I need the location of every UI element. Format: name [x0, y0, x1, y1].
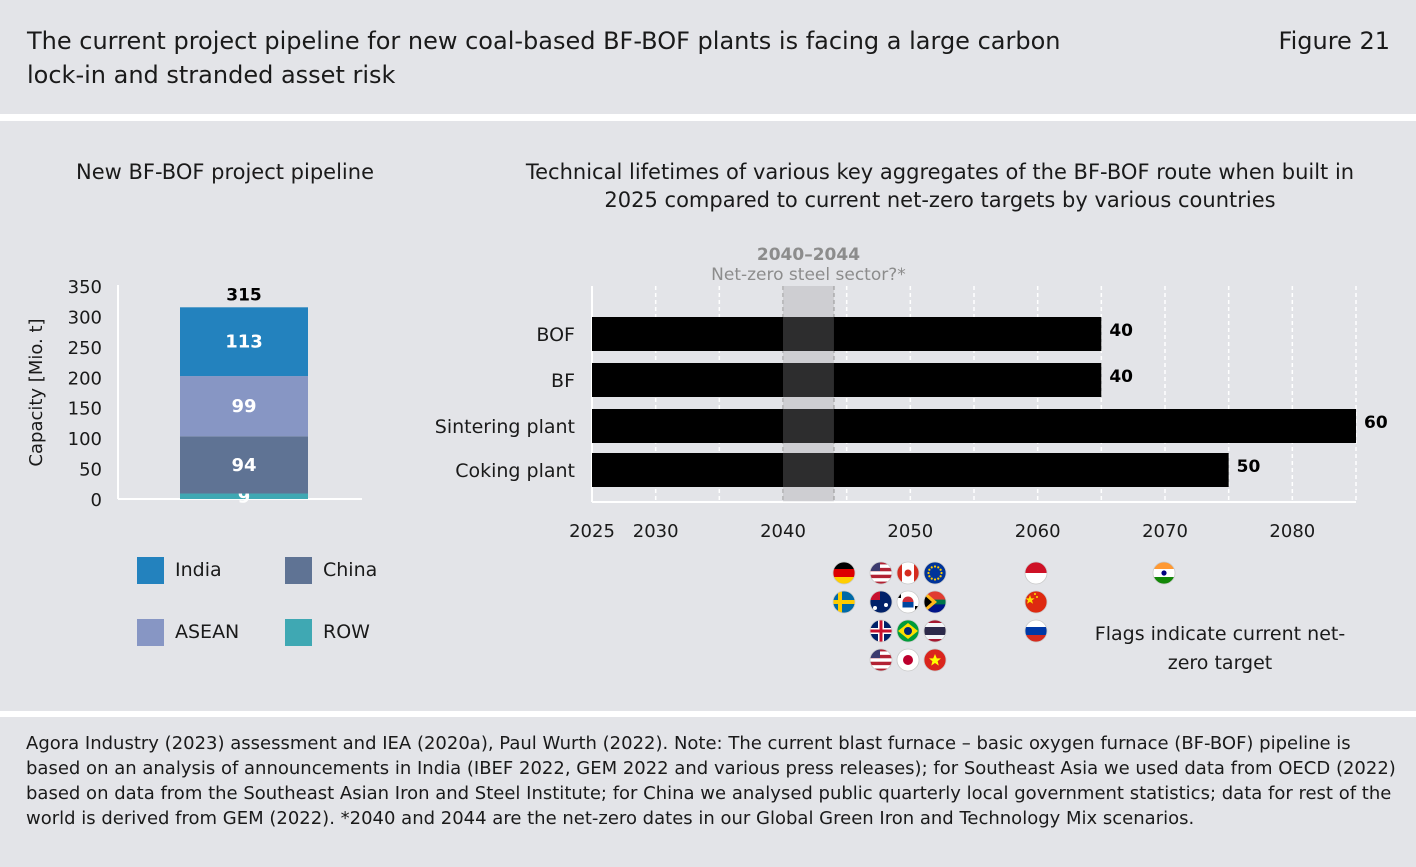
bar-segment-asean: [180, 376, 308, 437]
data-label-india: 113: [225, 332, 263, 353]
header-band: The current project pipeline for new coa…: [0, 0, 1416, 114]
flag-uk-icon: [869, 619, 893, 643]
y-tick-label: 150: [68, 399, 102, 420]
data-label: 60: [1364, 413, 1388, 433]
x-tick-label: 2040: [760, 521, 806, 542]
flag-india-icon: [1152, 561, 1176, 585]
flag-usa-icon: [869, 561, 893, 585]
bar-segment-row: [180, 493, 308, 499]
x-tick-label: 2080: [1269, 521, 1315, 542]
flag-russia-icon: [1024, 619, 1048, 643]
y-tick-label: 50: [79, 460, 102, 481]
y-tick-label: 250: [68, 338, 102, 359]
legend-swatch: [285, 557, 312, 584]
data-label: 40: [1109, 321, 1133, 341]
data-label-china: 94: [231, 455, 256, 476]
legend-label: ASEAN: [175, 621, 240, 643]
bar-bof: [592, 317, 1102, 351]
y-tick-label: 200: [68, 368, 102, 389]
legend-label: India: [175, 559, 222, 581]
flag-sweden-icon: [832, 590, 856, 614]
figure-title: The current project pipeline for new coa…: [27, 27, 1061, 89]
flag-germany-icon: [832, 561, 856, 585]
legend-label: ROW: [323, 621, 370, 643]
flag-usa-icon: [869, 648, 893, 672]
bar-segment-india: [180, 307, 308, 377]
flag-china-icon: [1024, 590, 1048, 614]
footer-band: Agora Industry (2023) assessment and IEA…: [0, 717, 1416, 867]
x-tick-label: 2060: [1015, 521, 1061, 542]
flag-indonesia-icon: [1024, 561, 1048, 585]
x-tick-label: 2050: [887, 521, 933, 542]
legend-swatch: [285, 619, 312, 646]
lifetime-bar-chart: 2025 2030 2040 2050 2060 2070 2080 2040–2044Net…: [435, 245, 1388, 672]
highlight-sublabel: Net-zero steel sector?*: [711, 265, 906, 285]
flag-vietnam-icon: [923, 648, 947, 672]
data-label-asean: 99: [231, 396, 256, 417]
x-tick-label: 2030: [633, 521, 679, 542]
pipeline-stacked-bar-chart: 0 50 100 150 200 250 300 350 Capacity [Mio. t] 99…: [26, 277, 362, 511]
chart-panel: New BF-BOF project pipeline Technical li…: [0, 121, 1416, 711]
x-tick-label: 2025: [569, 521, 615, 542]
data-label: 40: [1109, 367, 1133, 387]
category-label: Coking plant: [455, 460, 575, 482]
flag-eu-icon: [923, 561, 947, 585]
bar-sintering-plant: [592, 409, 1356, 443]
flags-note: Flags indicate current net-zero target: [1094, 623, 1346, 674]
category-label: BF: [551, 370, 575, 392]
total-label: 315: [226, 285, 262, 305]
y-tick-label: 350: [68, 277, 102, 298]
y-tick-label: 100: [68, 429, 102, 450]
flag-south-africa-icon: [923, 590, 947, 614]
lifetime-chart-title: Technical lifetimes of various key aggre…: [525, 160, 1355, 212]
x-tick-label: 2070: [1142, 521, 1188, 542]
legend-label: China: [323, 559, 378, 581]
bar-segment-china: [180, 436, 308, 494]
bar-coking-plant: [592, 453, 1229, 487]
flag-japan-icon: [896, 648, 920, 672]
legend-swatch: [137, 557, 164, 584]
source-note: Agora Industry (2023) assessment and IEA…: [26, 733, 1396, 829]
flag-south-korea-icon: [896, 590, 920, 614]
y-axis-label: Capacity [Mio. t]: [26, 318, 47, 466]
stacked-chart-title: New BF-BOF project pipeline: [76, 160, 374, 184]
category-label: Sintering plant: [435, 416, 575, 438]
flag-australia-icon: [869, 590, 893, 614]
bar-bf: [592, 363, 1102, 397]
flag-canada-icon: [896, 561, 920, 585]
y-tick-label: 0: [91, 490, 102, 511]
flag-thailand-icon: [923, 619, 947, 643]
y-tick-label: 300: [68, 307, 102, 328]
figure-number: Figure 21: [1278, 27, 1390, 55]
net-zero-highlight-overlay: [783, 286, 834, 502]
data-label: 50: [1237, 457, 1261, 477]
highlight-label: 2040–2044: [757, 245, 860, 265]
category-label: BOF: [536, 324, 575, 346]
flag-brazil-icon: [896, 619, 920, 643]
legend-swatch: [137, 619, 164, 646]
